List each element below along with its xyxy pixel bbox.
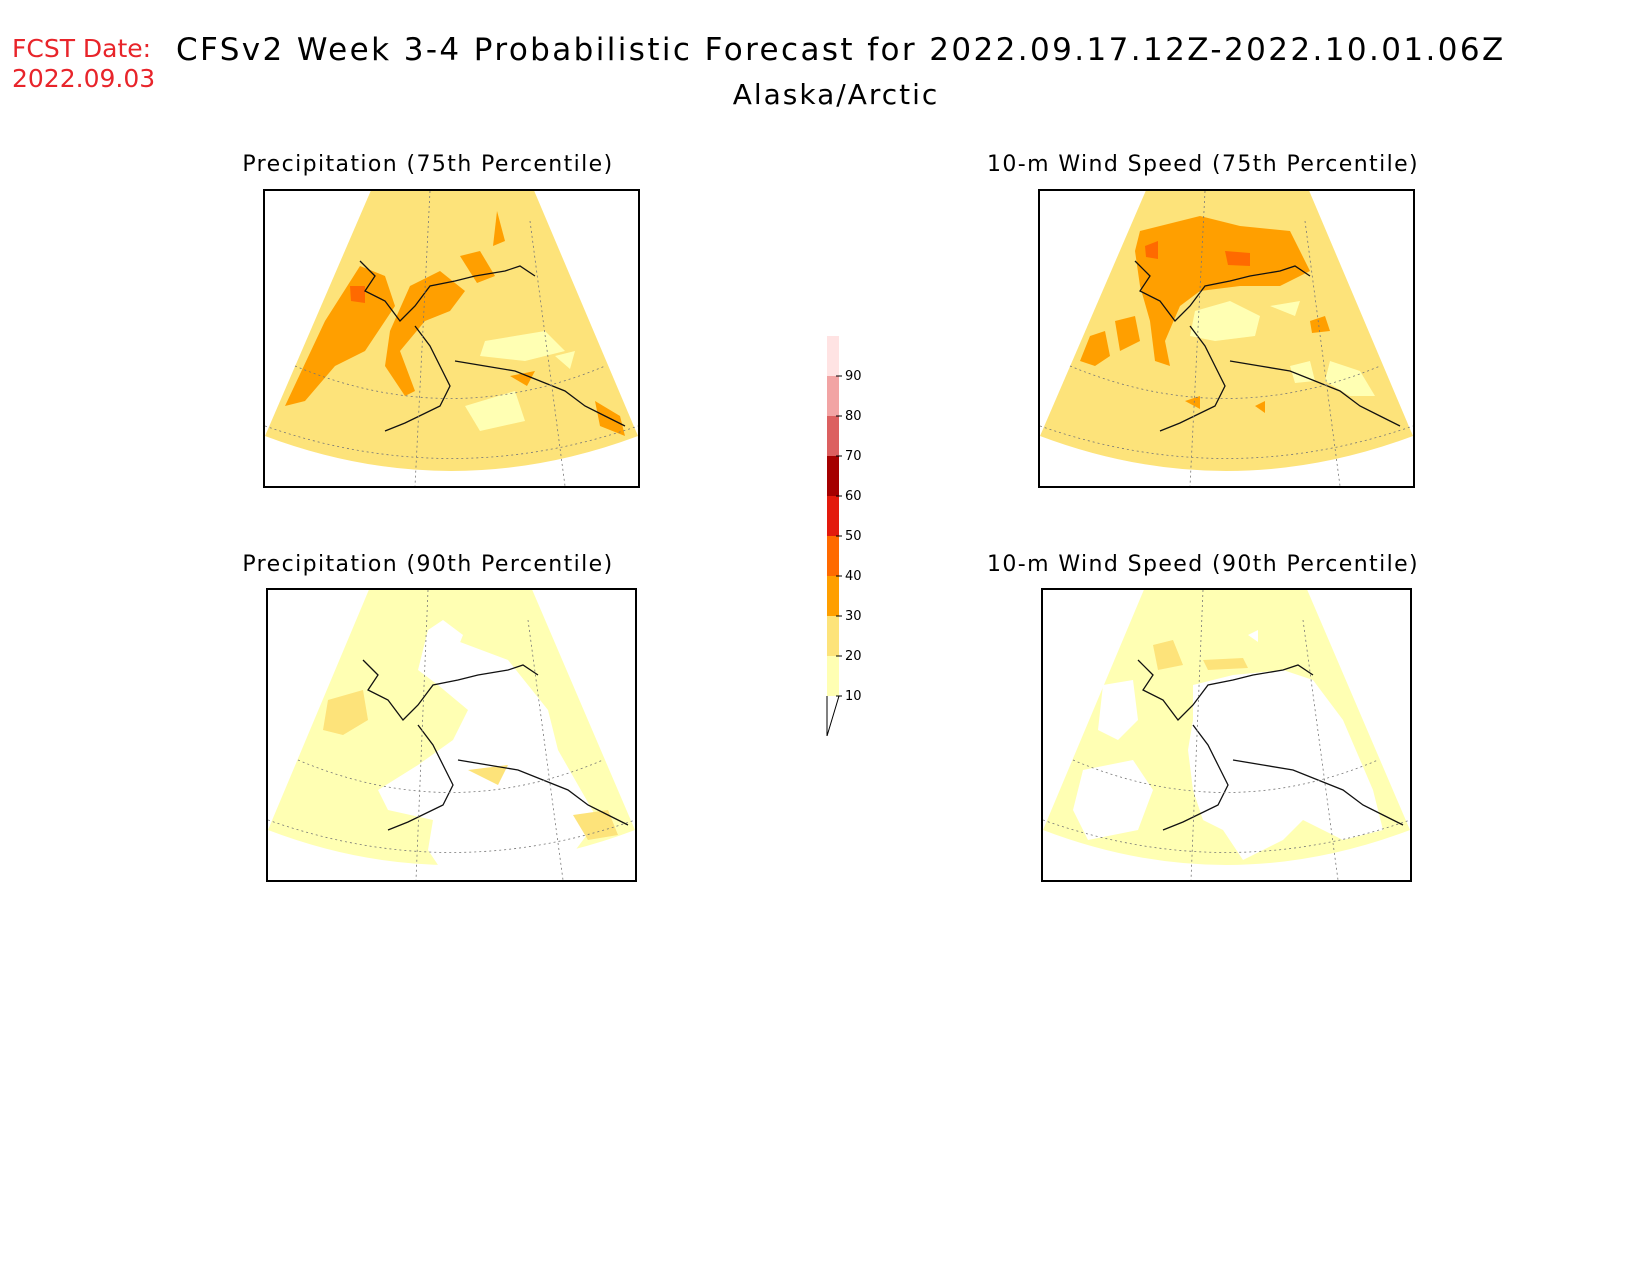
contour-below-10 (1073, 760, 1153, 840)
panel-title-wind-90: 10-m Wind Speed (90th Percentile) (986, 552, 1420, 577)
contour-30-40 (460, 251, 495, 283)
fcst-date-label: FCST Date: 2022.09.03 (12, 34, 155, 94)
contour-30-40 (493, 211, 505, 246)
contour-40-50 (1145, 241, 1158, 259)
contour-40-50 (350, 286, 365, 303)
contour-30-40 (1080, 331, 1110, 366)
map-wind-75-svg (1040, 191, 1413, 486)
colorbar-swatch (827, 576, 839, 616)
contour-20-30 (468, 765, 508, 785)
colorbar-swatches (826, 295, 840, 737)
colorbar-tick-label: 40 (845, 569, 862, 584)
colorbar-labels: 10 20 30 40 50 60 70 80 90 (836, 369, 862, 704)
colorbar-tick-label: 60 (845, 489, 862, 504)
contour-30-40 (385, 271, 465, 396)
colorbar-svg: 10 20 30 40 50 60 70 80 90 (826, 295, 862, 737)
colorbar-swatch (827, 656, 839, 696)
contour-below-10 (378, 630, 598, 880)
map-wind-90-svg (1043, 590, 1410, 880)
colorbar-tick-label: 10 (845, 689, 862, 704)
map-wind-90 (1041, 588, 1412, 882)
coastline (1134, 260, 1401, 432)
colorbar-swatch (827, 496, 839, 536)
fcst-date-value: 2022.09.03 (12, 64, 156, 93)
map-precip-90-svg (268, 590, 635, 880)
contour-30-40 (1310, 316, 1330, 333)
colorbar-swatch (827, 376, 839, 416)
map-wind-75 (1038, 189, 1415, 488)
contour-10-20 (1325, 361, 1375, 396)
colorbar-swatch (827, 536, 839, 576)
colorbar-bottom-tip (826, 695, 840, 737)
contour-10-20 (555, 351, 575, 369)
colorbar-tick-label: 20 (845, 649, 862, 664)
colorbar-tick-label: 80 (845, 409, 862, 424)
contour-below-10 (1098, 680, 1138, 740)
contour-10-20 (1270, 301, 1300, 316)
contour-20-30 (1203, 658, 1248, 670)
colorbar: 10 20 30 40 50 60 70 80 90 (820, 295, 920, 737)
colorbar-swatch (827, 456, 839, 496)
contour-30-40 (510, 371, 535, 386)
coastline (1137, 659, 1404, 831)
contour-below-10 (1248, 630, 1258, 642)
region-title: Alaska/Arctic (732, 78, 940, 111)
map-precip-90 (266, 588, 637, 882)
colorbar-swatch (827, 336, 839, 376)
contour-30-40 (1185, 396, 1200, 409)
contour-30-40 (1115, 316, 1140, 351)
contour-30-40 (1135, 216, 1310, 366)
main-title: CFSv2 Week 3-4 Probabilistic Forecast fo… (176, 32, 1506, 68)
contour-10-20 (480, 331, 565, 361)
map-domain (265, 191, 638, 471)
colorbar-swatch (827, 416, 839, 456)
panel-title-precip-90: Precipitation (90th Percentile) (242, 552, 614, 577)
contour-40-50 (1225, 251, 1250, 266)
contour-30-40 (285, 266, 395, 406)
contour-30-40 (1255, 401, 1265, 413)
contour-20-30 (323, 690, 368, 735)
colorbar-tick-label: 90 (845, 369, 862, 384)
colorbar-tick-label: 50 (845, 529, 862, 544)
contour-10-20 (1190, 301, 1260, 341)
panel-title-wind-75: 10-m Wind Speed (75th Percentile) (986, 152, 1420, 177)
coastline (362, 659, 629, 831)
contour-10-20 (1290, 361, 1315, 383)
colorbar-tick-label: 70 (845, 449, 862, 464)
contour-below-10 (1188, 670, 1383, 860)
colorbar-swatch (827, 616, 839, 656)
contour-20-30 (1153, 640, 1183, 670)
contour-below-10 (428, 620, 463, 660)
colorbar-tick-label: 30 (845, 609, 862, 624)
contour-10-20 (465, 391, 525, 431)
coastline (359, 260, 626, 432)
map-precip-75 (263, 189, 640, 488)
contour-20-30 (573, 810, 618, 840)
panel-title-precip-75: Precipitation (75th Percentile) (242, 152, 614, 177)
fcst-date-prefix: FCST Date: (12, 34, 152, 63)
map-precip-75-svg (265, 191, 638, 486)
